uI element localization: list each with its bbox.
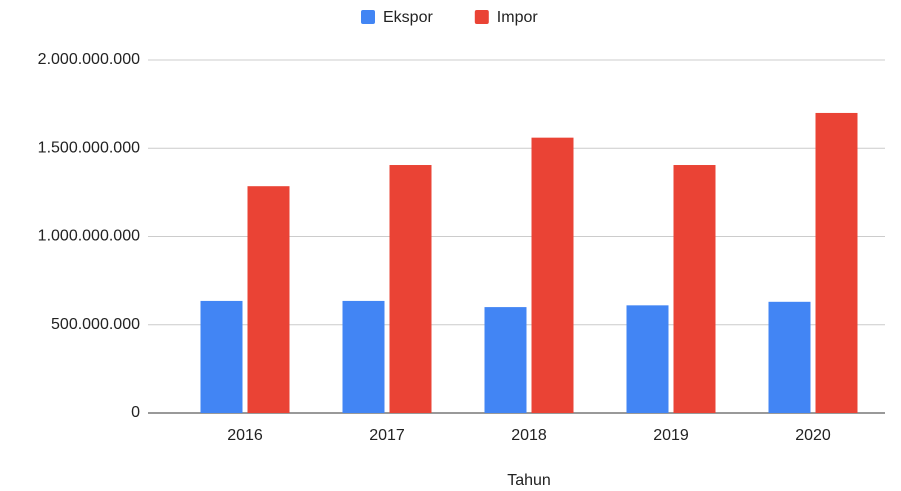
legend-swatch — [474, 10, 489, 24]
x-axis-label: Tahun — [507, 472, 551, 489]
bar — [484, 307, 527, 413]
legend-swatch — [361, 10, 375, 24]
bar — [626, 305, 669, 413]
x-tick-label: 2018 — [511, 427, 547, 444]
y-tick-label: 2.000.000.000 — [38, 51, 140, 68]
bar — [768, 301, 811, 413]
bar — [815, 112, 858, 413]
x-tick-label: 2017 — [369, 427, 405, 444]
y-tick-label: 1.500.000.000 — [38, 139, 140, 156]
bar — [531, 137, 574, 413]
y-tick-label: 1.000.000.000 — [38, 228, 140, 245]
bar — [247, 186, 290, 413]
bar — [200, 300, 243, 413]
bar — [389, 165, 432, 413]
x-tick-label: 2016 — [227, 427, 263, 444]
x-tick-label: 2019 — [653, 427, 689, 444]
y-tick-label: 0 — [131, 404, 140, 421]
bar — [673, 165, 716, 413]
legend-label: Ekspor — [383, 9, 433, 26]
x-tick-label: 2020 — [795, 427, 831, 444]
y-tick-label: 500.000.000 — [51, 316, 140, 333]
bar — [342, 300, 385, 413]
legend-label: Impor — [497, 9, 539, 26]
